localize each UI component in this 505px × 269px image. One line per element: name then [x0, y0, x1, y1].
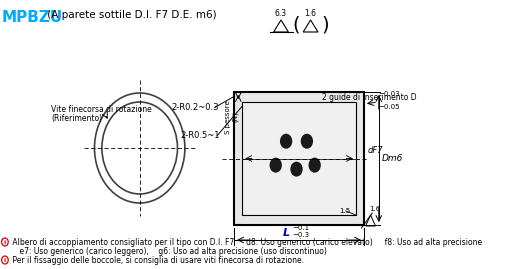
- Circle shape: [280, 134, 292, 149]
- Text: i: i: [4, 257, 6, 263]
- Circle shape: [300, 134, 313, 149]
- Text: (A parete sottile D.I. F7 D.E. m6): (A parete sottile D.I. F7 D.E. m6): [43, 10, 216, 20]
- Text: 1.6: 1.6: [369, 206, 380, 212]
- Text: 1.5: 1.5: [339, 208, 350, 214]
- Text: ): ): [322, 16, 329, 34]
- Text: L: L: [283, 228, 290, 238]
- Text: −0.03: −0.03: [378, 91, 399, 97]
- Text: MPBZU: MPBZU: [2, 10, 63, 25]
- Text: 1.6: 1.6: [305, 9, 317, 18]
- Text: (: (: [292, 16, 299, 34]
- Text: 2-R0.2~0.3: 2-R0.2~0.3: [172, 102, 219, 111]
- Text: 2-R0.5~1: 2-R0.5~1: [181, 132, 220, 140]
- Text: −0.05: −0.05: [378, 104, 399, 110]
- Text: e7: Uso generico (carico leggero),    g6: Uso ad alta precisione (uso discontinu: e7: Uso generico (carico leggero), g6: U…: [10, 247, 327, 256]
- Text: S pessore
(N): S pessore (N): [225, 100, 238, 134]
- Text: (Riferimento): (Riferimento): [51, 114, 102, 123]
- Text: Per il fissaggio delle boccole, si consiglia di usare viti finecorsa di rotazion: Per il fissaggio delle boccole, si consi…: [10, 256, 304, 265]
- Circle shape: [290, 162, 302, 177]
- Bar: [234, 92, 364, 225]
- Bar: [242, 102, 356, 215]
- Text: Albero di accoppiamento consigliato per il tipo con D.I. F7     d8: Uso generico: Albero di accoppiamento consigliato per …: [10, 238, 482, 247]
- Text: 2 guide di inserimento D: 2 guide di inserimento D: [322, 94, 417, 102]
- Text: Vite finecorsa di rotazione: Vite finecorsa di rotazione: [51, 105, 152, 114]
- Text: Dm6: Dm6: [382, 154, 403, 163]
- Text: −0.1
−0.3: −0.1 −0.3: [292, 225, 309, 238]
- Text: 6.3: 6.3: [275, 9, 287, 18]
- Circle shape: [270, 158, 282, 173]
- Circle shape: [309, 158, 321, 173]
- Text: dF7: dF7: [367, 146, 383, 155]
- Text: i: i: [4, 239, 6, 245]
